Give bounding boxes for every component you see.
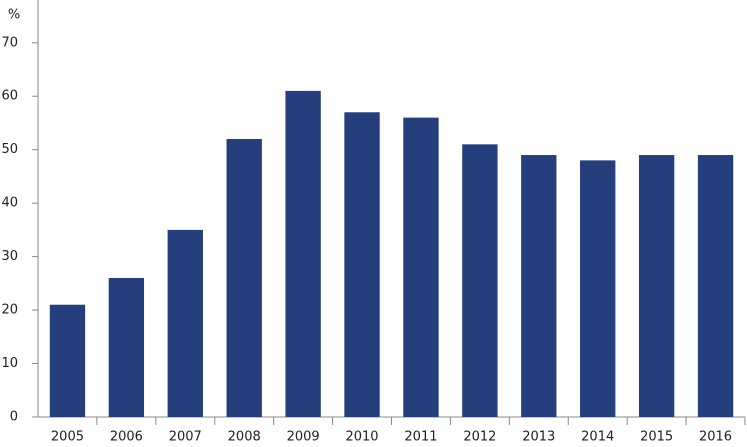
bar [638, 155, 675, 418]
x-tick-label: 2012 [463, 430, 496, 445]
x-tick-label: 2009 [287, 430, 320, 445]
bar [521, 155, 557, 418]
bar [226, 139, 262, 417]
bar [344, 112, 380, 418]
bar [580, 160, 616, 417]
y-tick-label: 40 [1, 196, 18, 211]
x-tick-label: 2010 [345, 430, 378, 445]
bar [285, 90, 321, 417]
bar [697, 155, 734, 418]
y-tick-label: 70 [1, 35, 18, 50]
x-tick-label: 2015 [640, 430, 673, 445]
x-tick-label: 2014 [581, 430, 614, 445]
x-tick-label: 2013 [522, 430, 555, 445]
bar [403, 117, 439, 417]
y-axis-label: % [8, 8, 20, 23]
x-tick-label: 2005 [51, 430, 84, 445]
bar [167, 229, 203, 417]
x-tick-label: 2016 [699, 430, 732, 445]
x-tick-label: 2011 [404, 430, 437, 445]
y-tick-label: 10 [1, 356, 18, 371]
bar [49, 304, 86, 417]
x-tick-label: 2006 [110, 430, 143, 445]
bar [108, 278, 145, 417]
x-tick-label: 2008 [228, 430, 261, 445]
y-tick-label: 50 [1, 142, 18, 157]
x-tick-label: 2007 [169, 430, 202, 445]
y-tick-label: 60 [1, 89, 18, 104]
y-tick-label: 20 [1, 303, 18, 318]
y-tick-label: 0 [10, 410, 18, 425]
y-tick-label: 30 [1, 249, 18, 264]
bar [462, 144, 498, 417]
